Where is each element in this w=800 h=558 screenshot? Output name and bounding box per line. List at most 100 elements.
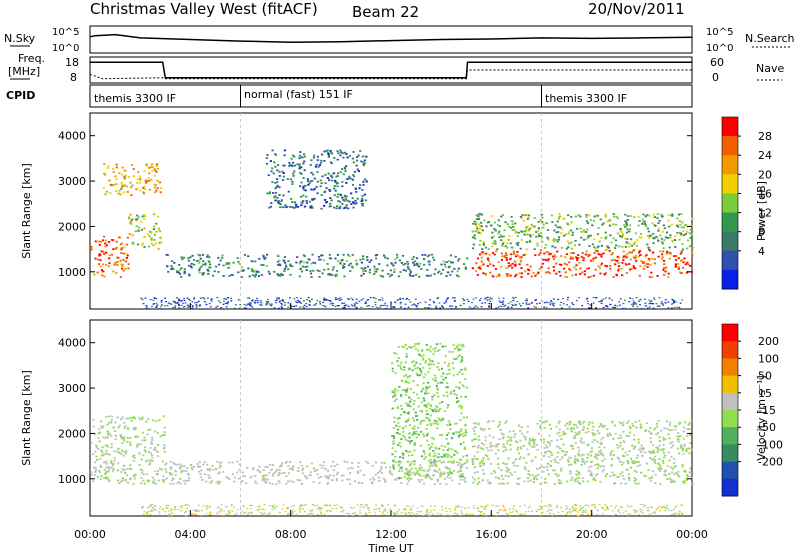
power-cell <box>316 171 318 173</box>
power-cell <box>126 253 128 255</box>
power-cell <box>116 261 118 263</box>
velocity-cell <box>502 443 504 445</box>
velocity-cell <box>408 512 410 513</box>
power-cell <box>334 185 336 187</box>
velocity-cell <box>184 505 186 506</box>
power-cell <box>535 307 537 308</box>
power-cell <box>571 256 573 258</box>
velocity-cell <box>656 423 658 425</box>
power-cell <box>444 264 446 266</box>
velocity-cell <box>435 405 437 407</box>
power-cell <box>533 272 535 274</box>
power-cell <box>479 213 481 215</box>
power-cell <box>647 266 649 268</box>
velocity-cell <box>563 451 565 453</box>
velocity-cell <box>380 468 382 470</box>
power-cell <box>375 258 377 260</box>
power-cell <box>122 167 124 169</box>
power-cell <box>348 306 350 307</box>
velocity-cell <box>417 470 419 472</box>
power-cell <box>492 265 494 267</box>
velocity-cell <box>502 510 504 511</box>
velocity-cell <box>439 476 441 478</box>
velocity-cell <box>405 403 407 405</box>
power-cell <box>142 187 144 189</box>
velocity-cell <box>351 507 353 508</box>
velocity-cell <box>683 430 685 432</box>
velocity-cell <box>291 510 293 511</box>
velocity-cell <box>665 470 667 472</box>
power-cell <box>508 226 510 228</box>
power-cell <box>495 308 497 309</box>
velocity-cell <box>498 467 500 469</box>
power-cell <box>503 298 505 299</box>
velocity-cell <box>360 504 362 505</box>
power-cell <box>393 269 395 271</box>
power-cell <box>625 264 627 266</box>
velocity-cell <box>171 512 173 513</box>
velocity-cell <box>180 483 182 485</box>
velocity-cell <box>488 428 490 430</box>
power-cell <box>559 275 561 277</box>
power-cell <box>649 276 651 278</box>
velocity-cell <box>456 423 458 425</box>
power-cell <box>323 160 325 162</box>
power-cell <box>616 260 618 262</box>
power-cell <box>304 206 306 208</box>
power-cell <box>251 268 253 270</box>
power-cell <box>639 236 641 238</box>
power-cell <box>276 186 278 188</box>
velocity-cell <box>662 450 664 452</box>
velocity-cell <box>478 436 480 438</box>
power-cell <box>252 274 254 276</box>
power-cell <box>278 297 280 298</box>
power-cell <box>511 267 513 269</box>
power-cell <box>362 163 364 165</box>
power-cell <box>557 227 559 229</box>
velocity-cell <box>396 513 398 514</box>
velocity-cell <box>597 430 599 432</box>
power-cell <box>261 302 263 303</box>
power-cell <box>408 307 410 308</box>
power-cell <box>367 266 369 268</box>
power-cell <box>441 306 443 307</box>
power-cell <box>249 276 251 278</box>
power-cell <box>212 275 214 277</box>
velocity-cell <box>422 355 424 357</box>
power-cell <box>369 269 371 271</box>
power-cell <box>674 246 676 248</box>
power-cell <box>329 203 331 205</box>
velocity-cell <box>401 408 403 410</box>
power-cell <box>543 224 545 226</box>
velocity-cell <box>349 483 351 485</box>
power-cell <box>376 268 378 270</box>
power-cell <box>545 272 547 274</box>
power-cell <box>132 234 134 236</box>
velocity-cell <box>409 437 411 439</box>
velocity-cell <box>416 373 418 375</box>
velocity-cell <box>436 366 438 368</box>
velocity-cell <box>408 480 410 482</box>
power-cell <box>636 297 638 298</box>
velocity-cell <box>428 349 430 351</box>
velocity-cell <box>459 459 461 461</box>
power-cell <box>244 304 246 305</box>
power-cell <box>624 238 626 240</box>
power-cell <box>370 297 372 298</box>
velocity-cell <box>188 505 190 506</box>
velocity-cell <box>301 483 303 485</box>
power-cell <box>510 242 512 244</box>
power-cell <box>335 299 337 300</box>
power-cell <box>354 203 356 205</box>
velocity-cell <box>403 411 405 413</box>
power-cell <box>407 266 409 268</box>
velocity-cell <box>410 478 412 480</box>
velocity-cell <box>231 505 233 506</box>
velocity-cell <box>641 515 643 516</box>
power-cell <box>233 262 235 264</box>
velocity-cell <box>673 481 675 483</box>
velocity-cell <box>291 506 293 507</box>
power-cell <box>333 172 335 174</box>
velocity-cell <box>435 377 437 379</box>
velocity-cell <box>443 395 445 397</box>
